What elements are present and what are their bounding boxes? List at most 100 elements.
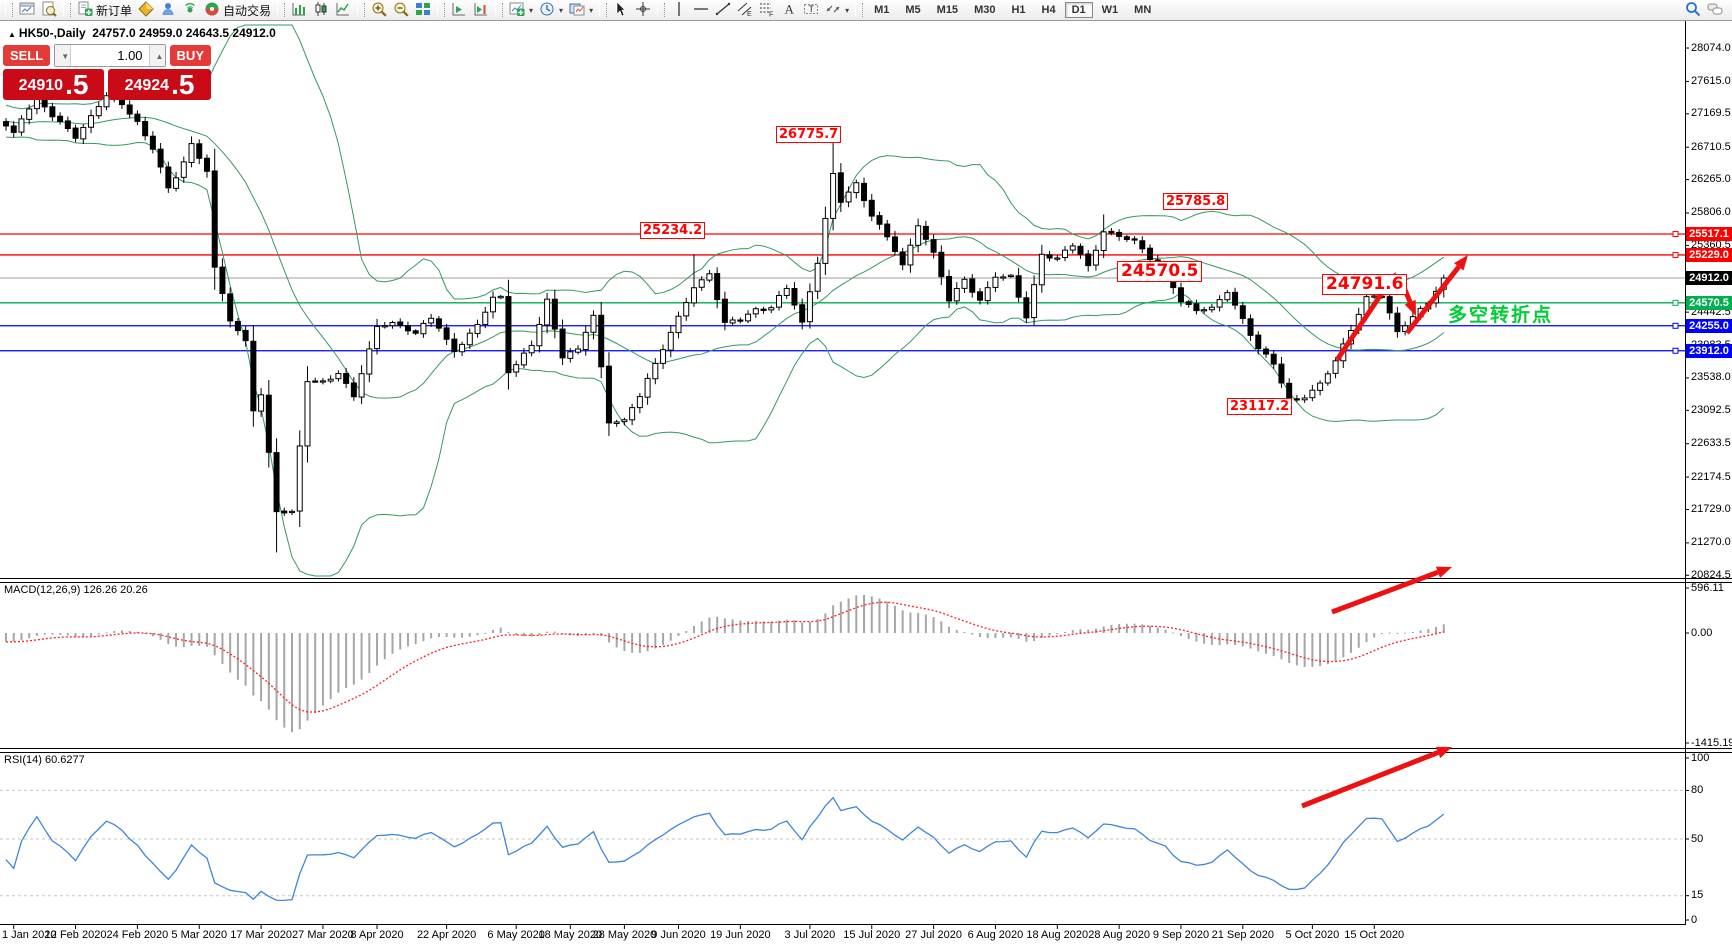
- text-button[interactable]: A: [778, 1, 800, 20]
- gold-diamond-button[interactable]: [135, 0, 157, 20]
- tile-windows-button[interactable]: [412, 1, 434, 20]
- trend-arrow-4[interactable]: [1331, 566, 1452, 615]
- vline-button[interactable]: [668, 1, 690, 20]
- volume-up-button[interactable]: ▲: [148, 45, 165, 66]
- chart-shift-icon: [473, 1, 489, 20]
- sell-price-main: 24910: [18, 77, 64, 94]
- chat-button[interactable]: [1704, 1, 1726, 20]
- toolbar-group-grip[interactable]: [5, 3, 13, 17]
- vline-icon: [671, 1, 687, 20]
- fibonacci-button[interactable]: F: [756, 1, 778, 20]
- date-axis-label: 6 Aug 2020: [967, 929, 1024, 941]
- text-label-icon: T: [803, 1, 819, 20]
- equidistant-channel-icon: E: [737, 1, 753, 20]
- crosshair-button[interactable]: [632, 1, 654, 20]
- bars-chart-button[interactable]: [288, 1, 310, 20]
- new-order-button[interactable]: 新订单: [74, 1, 135, 20]
- timeframe-button-H4[interactable]: H4: [1035, 2, 1063, 18]
- chart-note-text[interactable]: 多空转折点: [1448, 305, 1554, 326]
- price-annotation-24570.5[interactable]: 24570.5: [1117, 261, 1203, 282]
- sell-button[interactable]: SELL: [3, 45, 51, 66]
- bars-chart-icon: [291, 1, 307, 20]
- trend-arrow-3[interactable]: [1405, 255, 1468, 335]
- preview-button[interactable]: [38, 1, 60, 20]
- price-tag-24255.0: 24255.0: [1686, 318, 1732, 333]
- rsi-indicator-label: RSI(14) 60.6277: [4, 754, 85, 766]
- indicators-icon: [509, 1, 525, 20]
- chevron-down-icon: ▾: [845, 5, 850, 15]
- toolbar-group-grip[interactable]: [657, 3, 666, 17]
- toolbar-group-grip[interactable]: [599, 3, 608, 17]
- zoom-out-button[interactable]: [390, 1, 412, 20]
- shapes-button[interactable]: ▾: [822, 1, 852, 20]
- date-axis-label: 21 Sep 2020: [1211, 929, 1274, 941]
- macd-axis-label: -1415.19: [1691, 736, 1732, 749]
- hline-handle[interactable]: [1672, 251, 1679, 258]
- zoom-in-button[interactable]: [368, 1, 390, 20]
- search-button[interactable]: [1682, 1, 1704, 20]
- timeframe-button-MN[interactable]: MN: [1127, 2, 1158, 18]
- hline-handle[interactable]: [1672, 347, 1679, 354]
- timeframe-button-M30[interactable]: M30: [967, 2, 1002, 18]
- sell-price-panel[interactable]: 24910 .5: [3, 69, 104, 100]
- periods-button[interactable]: ▾: [536, 1, 566, 20]
- rsi-axis-label: 80: [1691, 783, 1704, 796]
- price-tag-24570.5: 24570.5: [1686, 295, 1732, 310]
- hline-handle[interactable]: [1672, 322, 1679, 329]
- indicators-button[interactable]: ▾: [506, 1, 536, 20]
- autotrade-button[interactable]: 自动交易: [201, 1, 274, 20]
- volume-stepper[interactable]: ▼ 1.00 ▲: [54, 44, 166, 67]
- trendline-button[interactable]: [712, 1, 734, 20]
- volume-down-button[interactable]: ▼: [55, 45, 72, 66]
- price-annotation-25785.8[interactable]: 25785.8: [1163, 193, 1229, 210]
- price-tag-25229.0: 25229.0: [1686, 247, 1732, 262]
- svg-text:A: A: [785, 1, 795, 16]
- toolbar-group-grip[interactable]: [357, 3, 366, 17]
- macd-signal-line: [5, 601, 1444, 713]
- timeframe-button-M15[interactable]: M15: [930, 2, 965, 18]
- timeframe-button-W1[interactable]: W1: [1095, 2, 1126, 18]
- price-axis-label: 25806.0: [1691, 206, 1731, 219]
- price-axis-label: 26265.0: [1691, 173, 1731, 186]
- bollinger-middle-band: [5, 116, 1445, 399]
- buy-button[interactable]: BUY: [169, 45, 211, 66]
- candles-chart-button[interactable]: [310, 1, 332, 20]
- cursor-button[interactable]: [610, 0, 632, 20]
- market-signal-button[interactable]: [179, 1, 201, 20]
- toolbar-group-grip[interactable]: [277, 3, 286, 17]
- templates-button[interactable]: ▾: [566, 1, 596, 20]
- volume-input[interactable]: 1.00: [117, 48, 143, 63]
- buy-price-panel[interactable]: 24924 .5: [108, 69, 211, 100]
- macd-axis-label: 0.00: [1691, 626, 1713, 639]
- timeframe-button-M1[interactable]: M1: [867, 2, 896, 18]
- price-annotation-26775.7[interactable]: 26775.7: [776, 126, 842, 143]
- hline-button[interactable]: [690, 1, 712, 20]
- trend-arrow-5[interactable]: [1301, 746, 1452, 809]
- user-cloud-button[interactable]: [157, 1, 179, 20]
- toolbar-group-grip[interactable]: [437, 3, 446, 17]
- price-annotation-23117.2[interactable]: 23117.2: [1227, 398, 1293, 415]
- toolbar-group-grip[interactable]: [495, 3, 504, 17]
- price-annotation-25234.2[interactable]: 25234.2: [640, 222, 706, 239]
- chart-shift-button[interactable]: [470, 1, 492, 20]
- date-axis-label: 5 Mar 2020: [171, 929, 228, 941]
- equidistant-channel-button[interactable]: E: [734, 1, 756, 20]
- chart-window-button[interactable]: [16, 1, 38, 20]
- chart-title-symbol: HK50-,Daily: [18, 26, 86, 40]
- price-axis-label: 22174.5: [1691, 470, 1731, 483]
- text-label-button[interactable]: T: [800, 1, 822, 20]
- toolbar-group-grip[interactable]: [855, 3, 864, 17]
- timeframe-button-H1[interactable]: H1: [1004, 2, 1032, 18]
- hline-handle[interactable]: [1672, 299, 1679, 306]
- rsi-axis-label: 50: [1691, 832, 1704, 845]
- line-chart-button[interactable]: [332, 1, 354, 20]
- svg-text:F: F: [769, 11, 773, 17]
- timeframe-button-D1[interactable]: D1: [1064, 2, 1093, 18]
- timeframe-button-M5[interactable]: M5: [898, 2, 927, 18]
- price-annotation-24791.6[interactable]: 24791.6: [1322, 274, 1408, 295]
- auto-scroll-button[interactable]: [448, 1, 470, 20]
- candles-chart-icon: [313, 1, 329, 20]
- toolbar-group-grip[interactable]: [63, 3, 71, 17]
- hline-handle[interactable]: [1672, 230, 1679, 237]
